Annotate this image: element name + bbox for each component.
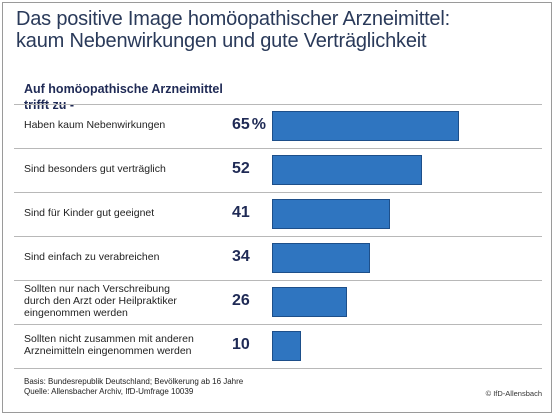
- bar-label: Sind besonders gut verträglich: [24, 163, 234, 175]
- copyright-notice: © IfD-Allensbach: [485, 389, 542, 398]
- bar: [272, 199, 390, 229]
- bar-label: Sollten nur nach Verschreibung durch den …: [24, 283, 234, 319]
- bar: [272, 111, 459, 141]
- chart-title: Das positive Image homöopathischer Arzne…: [16, 8, 546, 52]
- chart-footer: Basis: Bundesrepublik Deutschland; Bevöl…: [24, 377, 243, 397]
- row-separator: [14, 368, 542, 369]
- bar-value-number: 65: [232, 116, 250, 133]
- bar-value-label: 65%: [232, 116, 272, 134]
- bar-label-line: Haben kaum Nebenwirkungen: [24, 119, 166, 131]
- bar-label-line: Sind für Kinder gut geeignet: [24, 207, 155, 219]
- bar-label: Haben kaum Nebenwirkungen: [24, 119, 234, 131]
- row-separator: [14, 236, 542, 237]
- bar-label-line: Sollten nicht zusammen mit anderen: [24, 333, 194, 345]
- bar-value-label: 10: [232, 336, 272, 354]
- bar: [272, 287, 347, 317]
- bar-value-number: 26: [232, 292, 250, 309]
- bar-value-label: 26: [232, 292, 272, 310]
- bar-label: Sollten nicht zusammen mit anderen Arznei…: [24, 333, 234, 357]
- footer-source: Quelle: Allensbacher Archiv, IfD-Umfrage…: [24, 387, 194, 396]
- chart-title-line-1: Das positive Image homöopathischer Arzne…: [16, 8, 450, 30]
- bar-label-line: Sollten nur nach Verschreibung: [24, 283, 170, 295]
- footer-basis: Basis: Bundesrepublik Deutschland; Bevöl…: [24, 377, 244, 386]
- row-separator: [14, 280, 542, 281]
- chart-subtitle-line-1: Auf homöopathische Arzneimittel: [24, 82, 223, 96]
- bar-value-label: 41: [232, 204, 272, 222]
- row-separator: [14, 148, 542, 149]
- row-separator: [14, 324, 542, 325]
- bar-label-line: Sind einfach zu verabreichen: [24, 251, 160, 263]
- bar-label-line: durch den Arzt oder Heilpraktiker: [24, 295, 177, 307]
- bar-label-line: eingenommen werden: [24, 307, 128, 319]
- bar-value-label: 34: [232, 248, 272, 266]
- bar-label: Sind für Kinder gut geeignet: [24, 207, 234, 219]
- bar-value-number: 41: [232, 204, 250, 221]
- bar-value-unit: %: [251, 116, 267, 133]
- chart-subtitle-line-2: trifft zu -: [24, 98, 74, 112]
- chart-title-line-2: kaum Nebenwirkungen und gute Verträglich…: [16, 30, 427, 52]
- bar-value-label: 52: [232, 160, 272, 178]
- bar-label: Sind einfach zu verabreichen: [24, 251, 234, 263]
- bar: [272, 243, 370, 273]
- bar-value-number: 34: [232, 248, 250, 265]
- row-separator: [14, 104, 542, 105]
- bar-value-number: 52: [232, 160, 250, 177]
- bar-label-line: Arzneimitteln eingenommen werden: [24, 345, 192, 357]
- bar-value-number: 10: [232, 336, 250, 353]
- row-separator: [14, 192, 542, 193]
- bar: [272, 155, 422, 185]
- bar-label-line: Sind besonders gut verträglich: [24, 163, 166, 175]
- bar: [272, 331, 301, 361]
- chart-subtitle: Auf homöopathische Arzneimittel trifft z…: [24, 81, 324, 113]
